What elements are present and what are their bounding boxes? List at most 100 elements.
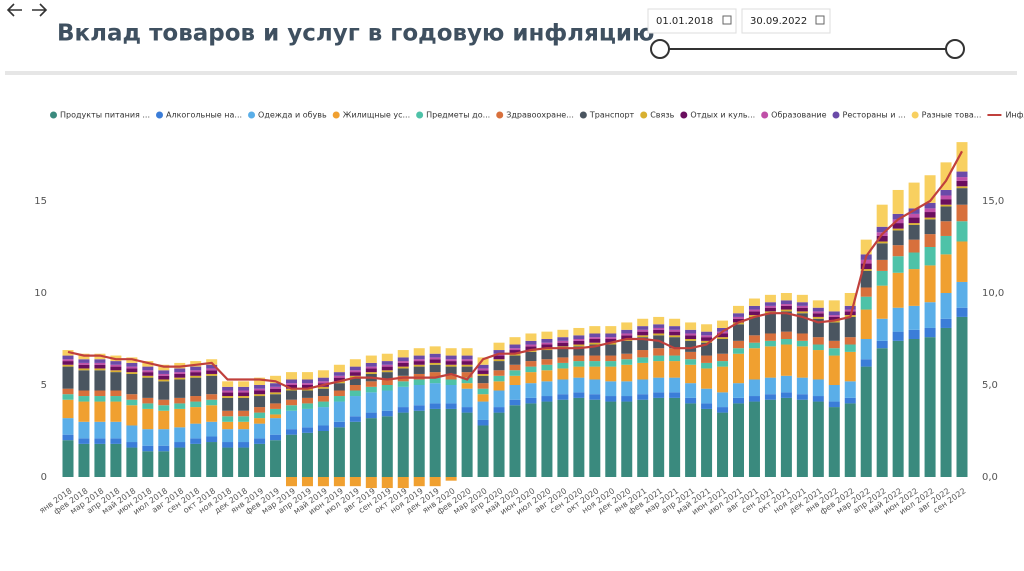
bar-segment bbox=[429, 377, 441, 384]
bar-segment bbox=[429, 383, 441, 404]
bar-segment bbox=[429, 408, 441, 477]
bar-segment bbox=[940, 195, 952, 200]
bar-segment bbox=[525, 351, 537, 362]
bar-segment bbox=[908, 269, 920, 306]
bar-segment bbox=[605, 326, 617, 334]
bar-segment bbox=[190, 401, 202, 408]
bar-segment bbox=[317, 388, 329, 397]
bar-segment bbox=[142, 408, 154, 430]
bar-segment bbox=[525, 383, 537, 398]
bar-segment bbox=[541, 370, 553, 382]
bar-segment bbox=[62, 364, 74, 367]
bar-segment bbox=[381, 372, 393, 380]
legend-item[interactable]: Разные това... bbox=[911, 111, 982, 120]
bar-segment bbox=[317, 425, 329, 431]
bar-segment bbox=[286, 434, 297, 477]
bar-segment bbox=[780, 304, 792, 306]
bar-segment bbox=[62, 434, 74, 441]
legend-item[interactable]: Образование bbox=[761, 111, 827, 120]
bar-segment bbox=[764, 313, 776, 334]
bar-segment bbox=[158, 451, 170, 477]
bar-segment bbox=[445, 364, 457, 367]
bar-segment bbox=[573, 361, 585, 367]
legend-item[interactable]: Здравоохране... bbox=[496, 111, 574, 120]
bar-segment bbox=[621, 359, 633, 365]
bar-segment bbox=[254, 423, 266, 439]
bar-segment bbox=[733, 313, 744, 317]
bar-segment bbox=[733, 305, 744, 314]
bar-segment bbox=[764, 399, 776, 477]
nav-forward[interactable] bbox=[32, 3, 48, 17]
legend-item[interactable]: Связь bbox=[640, 111, 675, 120]
bar-segment bbox=[477, 375, 489, 384]
bar-segment bbox=[701, 335, 713, 338]
bar-segment bbox=[174, 368, 186, 373]
bar-segment bbox=[493, 361, 505, 371]
legend-item[interactable]: Предметы до... bbox=[416, 111, 490, 120]
bar-segment bbox=[940, 162, 952, 190]
bar-segment bbox=[78, 396, 90, 402]
bar-segment bbox=[78, 443, 90, 477]
legend-item[interactable]: Алкогольные на... bbox=[156, 111, 242, 120]
bar-segment bbox=[174, 408, 186, 428]
bar-segment bbox=[796, 399, 808, 477]
bar-segment bbox=[956, 307, 968, 317]
bar-segment bbox=[653, 316, 665, 325]
date-to-box[interactable]: 30.09.2022 bbox=[741, 8, 831, 34]
bar-segment bbox=[908, 239, 920, 253]
bar-segment bbox=[445, 385, 457, 404]
bar-segment bbox=[78, 370, 90, 391]
page-title: Вклад товаров и услуг в годовую инфляцию bbox=[57, 21, 654, 47]
bar-segment bbox=[254, 418, 266, 424]
legend-item[interactable]: Рестораны и ... bbox=[832, 111, 906, 120]
bar-segment bbox=[62, 361, 74, 365]
bar-segment bbox=[493, 381, 505, 391]
legend-item[interactable]: Транспорт bbox=[579, 111, 635, 120]
bar-segment bbox=[748, 401, 760, 477]
bar-segment bbox=[717, 412, 729, 477]
bar-segment bbox=[780, 344, 792, 376]
bar-segment bbox=[557, 379, 569, 395]
legend-item[interactable]: Инфляция bbox=[987, 111, 1024, 120]
bar-segment bbox=[301, 397, 313, 404]
bar-segment bbox=[413, 359, 425, 362]
y2-tick-label: 5,0 bbox=[982, 380, 998, 391]
bar-segment bbox=[780, 300, 792, 305]
nav-back[interactable] bbox=[6, 3, 22, 17]
bar-segment bbox=[493, 390, 505, 408]
bar-segment bbox=[206, 399, 218, 406]
bar-segment bbox=[892, 228, 904, 231]
bar-segment bbox=[477, 357, 489, 365]
bar-segment bbox=[333, 390, 345, 397]
bar-segment bbox=[956, 241, 968, 282]
bar-segment bbox=[365, 386, 377, 393]
bar-segment bbox=[828, 300, 840, 312]
bar-segment bbox=[349, 385, 361, 391]
bar-segment bbox=[381, 364, 393, 367]
legend-item[interactable]: Продукты питания ... bbox=[50, 111, 150, 120]
slider-handle[interactable] bbox=[945, 39, 965, 59]
bar-segment bbox=[780, 397, 792, 477]
bar-segment bbox=[286, 390, 297, 400]
legend-item[interactable]: Одежда и обувь bbox=[248, 111, 327, 120]
bar-segment bbox=[733, 397, 744, 404]
bar-segment bbox=[94, 390, 106, 397]
bar-segment bbox=[557, 340, 569, 343]
bar-segment bbox=[142, 375, 154, 378]
bar-segment bbox=[349, 372, 361, 376]
bar-segment bbox=[365, 477, 377, 489]
bar-segment bbox=[908, 305, 920, 330]
bar-segment bbox=[621, 335, 633, 339]
legend-item[interactable]: Жилищные ус... bbox=[332, 111, 410, 120]
bar-segment bbox=[956, 281, 968, 308]
bar-segment bbox=[637, 335, 649, 338]
slider-handle[interactable] bbox=[650, 39, 670, 59]
date-from-box[interactable]: 01.01.2018 bbox=[647, 8, 737, 34]
bar-segment bbox=[605, 401, 617, 477]
bar-segment bbox=[445, 379, 457, 385]
bar-segment bbox=[477, 370, 489, 374]
legend-label: Здравоохране... bbox=[506, 111, 574, 120]
legend-item[interactable]: Отдых и куль... bbox=[680, 111, 755, 120]
bar-segment bbox=[94, 364, 106, 369]
